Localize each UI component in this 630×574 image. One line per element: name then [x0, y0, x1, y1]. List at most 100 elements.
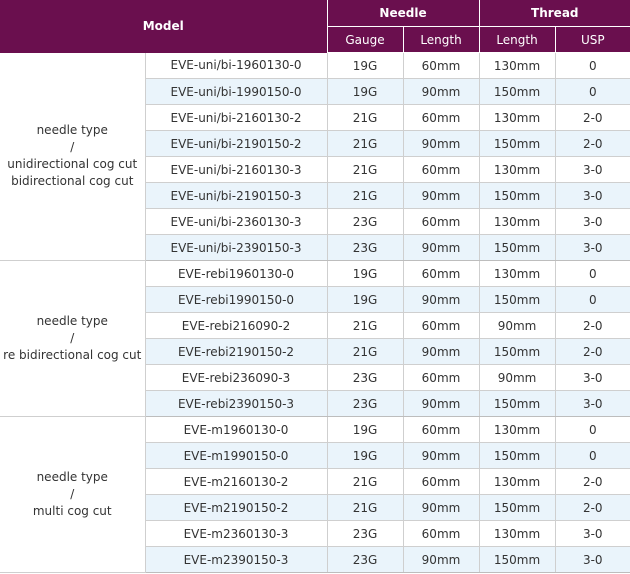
usp-cell: 0 [554, 416, 630, 443]
gauge-cell: 21G [326, 468, 403, 495]
thread-length-cell: 90mm [478, 312, 556, 339]
usp-cell: 0 [554, 286, 630, 313]
table-row: EVE-rebi236090-3 23G 60mm 90mm 3-0 [0, 364, 630, 391]
table-row: EVE-rebi2390150-3 23G 90mm 150mm 3-0 [0, 390, 630, 417]
group-label-line: needle type [36, 314, 108, 328]
thread-length-cell: 150mm [478, 546, 556, 573]
gauge-cell: 23G [326, 546, 403, 573]
thread-length-cell: 130mm [478, 416, 556, 443]
header-model: Model [0, 0, 328, 53]
header-gauge: Gauge [327, 26, 404, 53]
needle-length-cell: 90mm [402, 494, 480, 521]
usp-cell: 3-0 [554, 208, 630, 235]
thread-length-cell: 150mm [478, 338, 556, 365]
table-row: needle type / multi cog cut EVE-m1960130-0 1… [0, 416, 630, 573]
group-label-line: re bidirectional cog cut [3, 348, 142, 362]
group-label: needle type / multi cog cut [0, 416, 145, 573]
model-cell: EVE-rebi2190150-2 [144, 338, 327, 365]
table-row: needle type / unidirectional cog cut bidire… [0, 52, 630, 261]
gauge-cell: 21G [326, 182, 403, 209]
header-needle: Needle [327, 0, 480, 27]
group-label-line: / [70, 331, 75, 345]
gauge-cell: 19G [326, 52, 403, 79]
header-thread: Thread [479, 0, 630, 27]
usp-cell: 3-0 [554, 546, 630, 573]
usp-cell: 3-0 [554, 182, 630, 209]
model-cell: EVE-rebi1990150-0 [144, 286, 327, 313]
model-cell: EVE-rebi216090-2 [144, 312, 327, 339]
model-cell: EVE-uni/bi-2190150-2 [144, 130, 327, 157]
thread-length-cell: 90mm [478, 364, 556, 391]
group-label: needle type / re bidirectional cog cut [0, 260, 145, 417]
needle-length-cell: 60mm [402, 52, 480, 79]
group-label-line: needle type [36, 123, 108, 138]
usp-cell: 3-0 [554, 156, 630, 183]
needle-length-cell: 60mm [402, 156, 480, 183]
gauge-cell: 21G [326, 156, 403, 183]
gauge-cell: 23G [326, 234, 403, 261]
needle-length-cell: 90mm [402, 546, 480, 573]
table-row: EVE-uni/bi-2390150-3 23G 90mm 150mm 3-0 [0, 234, 630, 261]
table-row: EVE-rebi2190150-2 21G 90mm 150mm 2-0 [0, 338, 630, 365]
thread-length-cell: 130mm [478, 52, 556, 79]
thread-length-cell: 150mm [478, 390, 556, 417]
thread-length-cell: 130mm [478, 104, 556, 131]
needle-length-cell: 90mm [402, 130, 480, 157]
gauge-cell: 21G [326, 338, 403, 365]
model-cell: EVE-uni/bi-2160130-3 [144, 156, 327, 183]
needle-length-cell: 60mm [402, 520, 480, 547]
header-thread-length: Length [479, 26, 556, 53]
gauge-cell: 23G [326, 208, 403, 235]
gauge-cell: 23G [326, 364, 403, 391]
usp-cell: 0 [554, 260, 630, 287]
group-label-line: bidirectional cog cut [11, 174, 134, 189]
thread-length-cell: 150mm [478, 442, 556, 469]
group-label-line: multi cog cut [32, 504, 112, 518]
needle-length-cell: 90mm [402, 442, 480, 469]
needle-length-cell: 90mm [402, 78, 480, 105]
thread-length-cell: 130mm [478, 208, 556, 235]
header-needle-length: Length [403, 26, 480, 53]
needle-length-cell: 60mm [402, 312, 480, 339]
usp-cell: 3-0 [554, 234, 630, 261]
gauge-cell: 19G [326, 260, 403, 287]
gauge-cell: 19G [326, 416, 403, 443]
group-label-line: / [70, 140, 75, 155]
gauge-cell: 23G [326, 390, 403, 417]
model-cell: EVE-m2390150-3 [144, 546, 327, 573]
model-cell: EVE-uni/bi-2360130-3 [144, 208, 327, 235]
thread-length-cell: 130mm [478, 156, 556, 183]
needle-length-cell: 60mm [402, 416, 480, 443]
usp-cell: 2-0 [554, 338, 630, 365]
table-row: EVE-m2390150-3 23G 90mm 150mm 3-0 [0, 546, 630, 573]
group-label-line: / [70, 487, 75, 501]
gauge-cell: 23G [326, 520, 403, 547]
table-row: EVE-m2190150-2 21G 90mm 150mm 2-0 [0, 494, 630, 521]
usp-cell: 2-0 [554, 468, 630, 495]
model-cell: EVE-uni/bi-2390150-3 [144, 234, 327, 261]
thread-length-cell: 130mm [478, 520, 556, 547]
needle-length-cell: 60mm [402, 468, 480, 495]
table-row: EVE-uni/bi-2190150-3 21G 90mm 150mm 3-0 [0, 182, 630, 209]
thread-length-cell: 150mm [478, 78, 556, 105]
model-cell: EVE-m2190150-2 [144, 494, 327, 521]
model-cell: EVE-uni/bi-1990150-0 [144, 78, 327, 105]
model-cell: EVE-m2160130-2 [144, 468, 327, 495]
group-label-line: unidirectional cog cut [7, 157, 138, 172]
table-row: EVE-uni/bi-2190150-2 21G 90mm 150mm 2-0 [0, 130, 630, 157]
gauge-cell: 19G [326, 286, 403, 313]
table-row: EVE-uni/bi-2160130-2 21G 60mm 130mm 2-0 [0, 104, 630, 131]
gauge-cell: 21G [326, 494, 403, 521]
table-row: EVE-uni/bi-2160130-3 21G 60mm 130mm 3-0 [0, 156, 630, 183]
model-cell: EVE-uni/bi-2190150-3 [144, 182, 327, 209]
model-cell: EVE-rebi2390150-3 [144, 390, 327, 417]
thread-length-cell: 150mm [478, 234, 556, 261]
gauge-cell: 21G [326, 312, 403, 339]
usp-cell: 3-0 [554, 364, 630, 391]
thread-length-cell: 150mm [478, 130, 556, 157]
needle-length-cell: 60mm [402, 364, 480, 391]
model-cell: EVE-uni/bi-1960130-0 [144, 52, 327, 79]
needle-length-cell: 90mm [402, 286, 480, 313]
needle-length-cell: 60mm [402, 104, 480, 131]
